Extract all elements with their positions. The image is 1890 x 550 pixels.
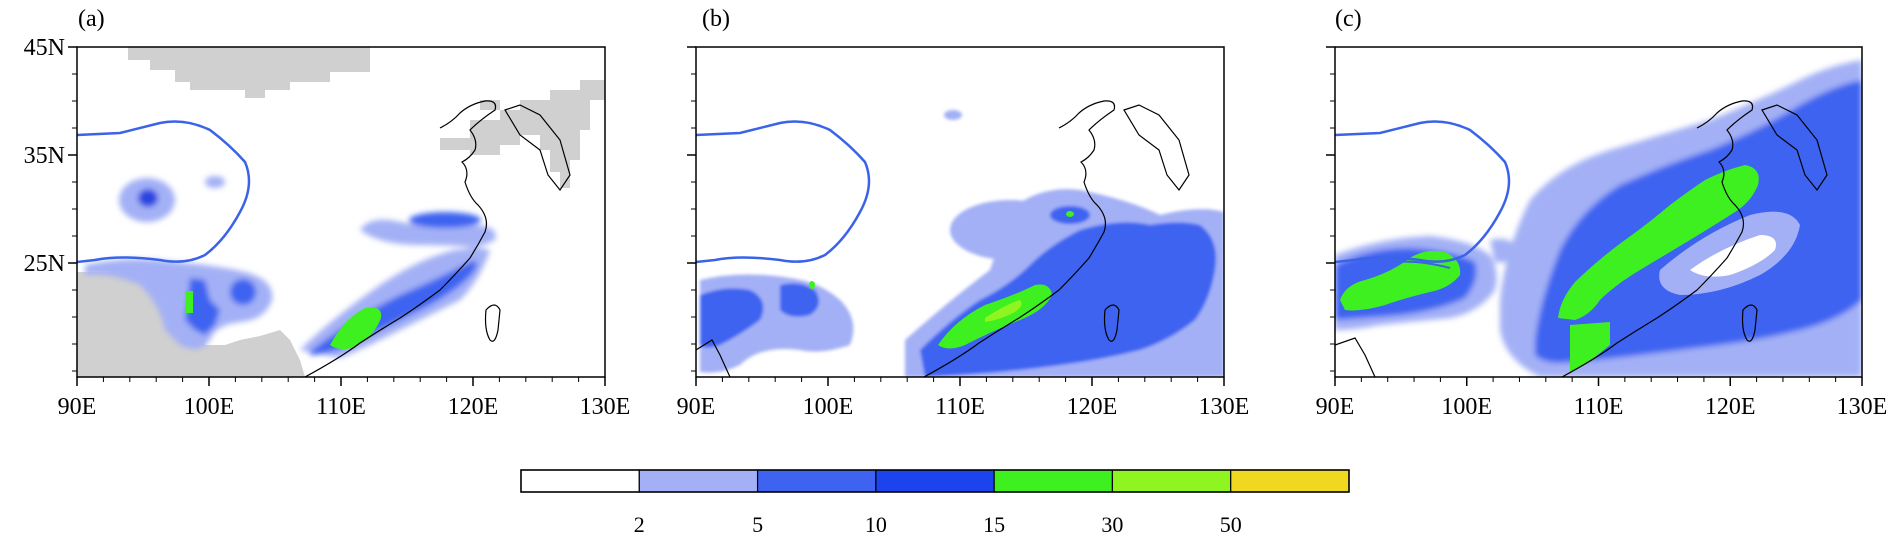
lat-tick-label: 45N — [24, 35, 65, 61]
coastline-c — [1561, 100, 1754, 377]
lon-tick-label: 110E — [316, 394, 366, 420]
axes-panel-a: 45N 35N 25N 90E 100E 110E 120E 130E — [24, 35, 631, 420]
panel-a-label: (a) — [78, 6, 105, 32]
lon-tick-label: 130E — [1837, 394, 1888, 420]
lon-tick-label: 120E — [1705, 394, 1756, 420]
colorbar-swatch — [1111, 469, 1232, 493]
precip-light-east — [300, 219, 496, 358]
axes-panel-b: 90E 100E 110E 120E 130E — [677, 46, 1250, 420]
coastline-b — [923, 100, 1116, 377]
colorbar-swatch — [993, 469, 1114, 493]
contour-line-c-west — [1394, 260, 1451, 269]
precip-heavy-b-core — [985, 300, 1022, 322]
precip-light-b-cloud — [950, 200, 1070, 260]
lon-tick-label: 120E — [1067, 394, 1118, 420]
vietnam-coast-b — [696, 339, 731, 377]
precip-light-south — [85, 259, 273, 349]
lon-tick-label: 90E — [58, 394, 97, 420]
precip-mod-b-east — [920, 222, 1216, 377]
precip-mod-b-west — [700, 288, 764, 348]
colorbar-tick-label: 5 — [752, 512, 763, 537]
lon-tick-label: 100E — [803, 394, 854, 420]
colorbar-tick-label: 30 — [1101, 512, 1123, 537]
precip-light-c-neck — [1490, 238, 1520, 263]
precip-light-dot — [205, 176, 225, 188]
korea-coast-b — [1123, 104, 1190, 192]
map-panel-a — [76, 46, 606, 378]
masked-terrain-korea — [440, 80, 605, 188]
panel-b-label: (b) — [702, 6, 730, 32]
lon-tick-label: 130E — [580, 394, 631, 420]
precip-mod-south — [185, 278, 220, 335]
masked-terrain-north — [128, 47, 370, 98]
lon-tick-label: 100E — [1441, 394, 1492, 420]
colorbar-swatch — [1230, 469, 1350, 493]
precip-heavy-yunnan — [186, 291, 193, 313]
colorbar-swatch — [875, 469, 995, 493]
plateau-contour-c — [1335, 120, 1511, 264]
lon-tick-label: 110E — [1574, 394, 1624, 420]
colorbar-tick-label: 2 — [634, 512, 645, 537]
precip-heavy-b-dot1 — [809, 281, 815, 289]
precip-heavy-b-dot2 — [1066, 211, 1074, 217]
lon-tick-label: 110E — [935, 394, 985, 420]
precip-heavy-c-south — [1570, 322, 1610, 372]
lat-tick-label: 25N — [24, 251, 65, 277]
panel-c-label: (c) — [1335, 6, 1362, 32]
colorbar: 2 5 10 15 30 50 — [520, 469, 1350, 537]
precip-none-c-hole — [1690, 235, 1776, 277]
lon-tick-label: 90E — [677, 394, 716, 420]
lat-tick-label: 35N — [24, 143, 65, 169]
plateau-contour-a — [77, 120, 251, 264]
lon-tick-label: 120E — [448, 394, 499, 420]
colorbar-tick-label: 50 — [1220, 512, 1242, 537]
lon-tick-label: 90E — [1316, 394, 1355, 420]
map-panel-b — [695, 46, 1225, 378]
axes-panel-c: 90E 100E 110E 120E 130E — [1316, 46, 1888, 420]
colorbar-tick-label: 15 — [983, 512, 1005, 537]
colorbar-frame — [520, 469, 1350, 493]
taiwan-island-c — [1741, 304, 1758, 342]
taiwan-island-b — [1103, 304, 1120, 342]
colorbar-swatch — [520, 469, 640, 493]
precip-mod-south-2 — [230, 279, 256, 305]
precip-heavy-c-west — [1340, 250, 1461, 311]
plateau-contour-b — [696, 120, 871, 264]
korea-coast-c — [1761, 104, 1828, 192]
colorbar-swatch — [756, 469, 877, 493]
vietnam-coast-c — [1335, 337, 1376, 377]
colorbar-tick-label: 10 — [865, 512, 887, 537]
axes-layer: 45N 35N 25N 90E 100E 110E 120E 130E 90E 100E 110E 1… — [24, 35, 1888, 420]
map-panel-c — [1334, 46, 1863, 378]
lon-tick-label: 100E — [184, 394, 235, 420]
precip-light-b-dot — [944, 110, 962, 120]
taiwan-island-a — [484, 304, 501, 342]
precip-heavy-c-main — [1558, 165, 1759, 320]
colorbar-swatch — [638, 469, 759, 493]
precip-mod-tibet — [138, 189, 158, 207]
lon-tick-label: 130E — [1199, 394, 1250, 420]
coastline-a — [304, 100, 497, 377]
precip-heavy-guangdong — [330, 307, 382, 350]
precip-mod-north — [409, 212, 481, 228]
precip-mod-b-west2 — [780, 283, 819, 317]
korea-coast-a — [504, 104, 571, 192]
